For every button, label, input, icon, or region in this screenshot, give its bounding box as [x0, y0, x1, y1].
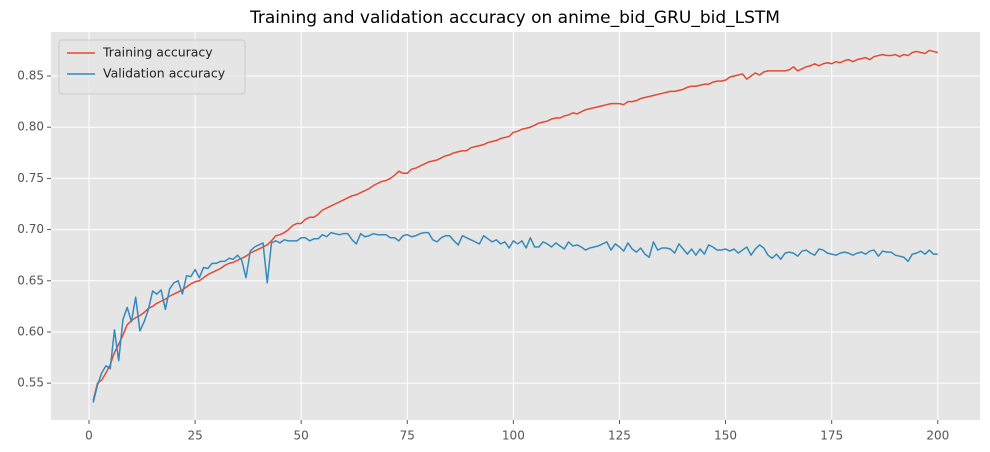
legend-label: Training accuracy — [102, 45, 213, 60]
x-tick-label: 175 — [820, 429, 843, 443]
legend: Training accuracy Validation accuracy — [58, 39, 246, 95]
x-tick-label: 150 — [714, 429, 737, 443]
legend-label: Validation accuracy — [103, 66, 226, 81]
grid — [51, 32, 980, 420]
line-series — [92, 231, 938, 403]
y-tick-label: 0.65 — [17, 273, 44, 287]
x-tick-label: 100 — [502, 429, 525, 443]
y-tick-label: 0.80 — [17, 120, 44, 134]
lines — [92, 49, 938, 403]
chart-title: Training and validation accuracy on anim… — [249, 8, 780, 28]
x-tick-label: 200 — [926, 429, 949, 443]
x-tick-label: 125 — [608, 429, 631, 443]
x-tick-label: 25 — [187, 429, 202, 443]
x-tick-label: 50 — [294, 429, 309, 443]
line-series — [92, 49, 938, 401]
x-tick-label: 75 — [400, 429, 415, 443]
legend-box — [58, 39, 246, 95]
y-tick-label: 0.85 — [17, 69, 44, 83]
y-tick-label: 0.70 — [17, 222, 44, 236]
y-tick-label: 0.60 — [17, 324, 44, 338]
y-tick-label: 0.55 — [17, 376, 44, 390]
x-tick-label: 0 — [85, 429, 93, 443]
plot-area — [51, 32, 980, 420]
y-tick-label: 0.75 — [17, 171, 44, 185]
